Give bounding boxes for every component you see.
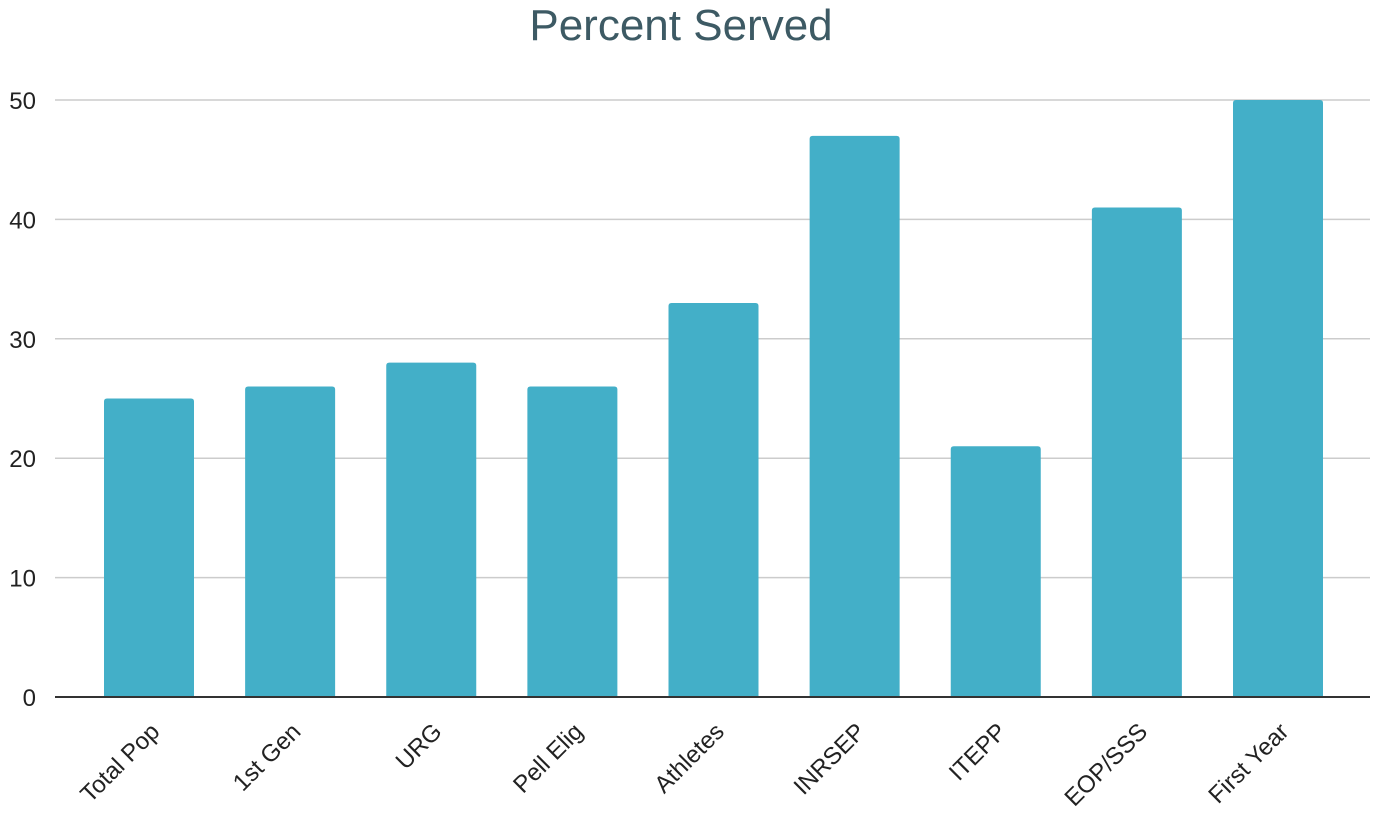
bar-athletes	[668, 302, 759, 697]
x-tick-label: URG	[391, 718, 448, 775]
bar-first-year	[1233, 100, 1323, 697]
y-tick-label: 20	[9, 446, 36, 473]
y-tick-label: 30	[9, 327, 36, 354]
bar-1st-gen	[245, 386, 336, 697]
x-tick-label: 1st Gen	[228, 718, 307, 797]
x-tick-label: First Year	[1203, 718, 1294, 809]
y-tick-label: 50	[9, 88, 36, 115]
bars	[104, 100, 1323, 697]
bar-inrsep	[809, 135, 900, 697]
bar-pell-elig	[527, 386, 618, 697]
y-axis-ticks: 0 10 20 30 40 50	[9, 88, 36, 712]
y-tick-label: 0	[23, 685, 36, 712]
x-tick-label: ITEPP	[944, 718, 1012, 786]
x-tick-label: EOP/SSS	[1060, 718, 1154, 812]
bar-urg	[386, 362, 477, 697]
bar-itepp	[950, 446, 1041, 697]
y-tick-label: 10	[9, 566, 36, 593]
y-tick-label: 40	[9, 207, 36, 234]
bar-total-pop	[104, 398, 194, 697]
x-tick-label: Athletes	[649, 718, 729, 798]
x-tick-label: Pell Elig	[508, 718, 588, 798]
chart-title: Percent Served	[529, 1, 832, 50]
x-tick-label: Total Pop	[75, 718, 165, 808]
x-axis-ticks: Total Pop 1st Gen URG Pell Elig Athletes INRS…	[75, 718, 1294, 812]
x-tick-label: INRSEP	[789, 718, 871, 800]
bar-eop-sss	[1091, 207, 1182, 697]
